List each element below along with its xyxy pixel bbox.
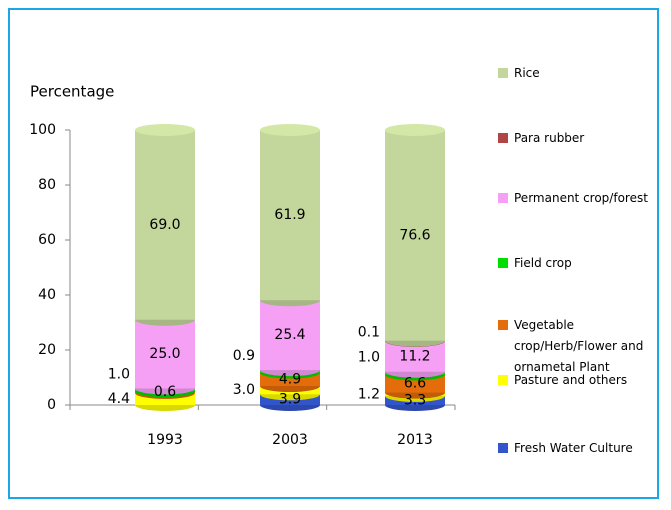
legend-label: Rice: [514, 66, 540, 80]
data-label: 61.9: [274, 207, 305, 223]
legend-swatch: [498, 443, 508, 453]
legend-swatch: [498, 258, 508, 268]
data-label: 1.2: [358, 386, 380, 402]
legend-label: Vegetable crop/Herb/Flower and ornametal…: [514, 318, 644, 374]
legend-item: Permanent crop/forest: [498, 188, 663, 209]
chart-frame: [8, 8, 659, 499]
data-label: 4.4: [108, 391, 130, 407]
y-axis-title: Percentage: [30, 83, 114, 101]
data-label: 11.2: [399, 348, 430, 364]
data-label: 4.9: [279, 371, 301, 387]
legend-item: Rice: [498, 63, 663, 84]
legend-item: Fresh Water Culture: [498, 438, 663, 459]
legend-swatch: [498, 320, 508, 330]
x-tick-label: 2003: [272, 432, 308, 448]
legend-label: Pasture and others: [514, 373, 628, 387]
bar-segment: [260, 300, 320, 371]
data-label: 0.6: [154, 384, 176, 400]
x-tick-label: 1993: [147, 432, 183, 448]
bar-segment: [135, 130, 195, 320]
legend-item: Pasture and others: [498, 370, 663, 391]
y-tick-label: 60: [38, 232, 56, 248]
legend-swatch: [498, 133, 508, 143]
data-label: 0.9: [233, 348, 255, 364]
legend-label: Para rubber: [514, 131, 585, 145]
y-tick-label: 100: [29, 122, 56, 138]
data-label: 25.4: [274, 327, 305, 343]
data-label: 25.0: [149, 346, 180, 362]
legend-label: Fresh Water Culture: [514, 441, 633, 455]
cylinder-top: [385, 124, 445, 136]
data-label: 1.0: [358, 350, 380, 366]
data-label: 0.1: [358, 325, 380, 341]
data-label: 76.6: [399, 227, 430, 243]
legend-label: Field crop: [514, 256, 572, 270]
data-label: 6.6: [404, 376, 426, 392]
bar-segment: [385, 130, 445, 341]
data-label: 69.0: [149, 217, 180, 233]
legend-item: Para rubber: [498, 128, 663, 149]
cylinder-top: [135, 124, 195, 136]
y-tick-label: 20: [38, 342, 56, 358]
data-label: 3.9: [279, 392, 301, 408]
legend-item: Field crop: [498, 253, 663, 274]
bar-segment: [135, 319, 195, 389]
legend-label: Permanent crop/forest: [514, 191, 648, 205]
y-tick-label: 40: [38, 287, 56, 303]
y-tick-label: 0: [47, 397, 56, 413]
legend-swatch: [498, 193, 508, 203]
cylinder-top: [260, 124, 320, 136]
x-tick-label: 2013: [397, 432, 433, 448]
data-label: 1.0: [108, 367, 130, 383]
legend-swatch: [498, 68, 508, 78]
legend-swatch: [498, 375, 508, 385]
bar-segment: [260, 130, 320, 301]
data-label: 3.3: [404, 392, 426, 408]
legend-item: Vegetable crop/Herb/Flower and ornametal…: [498, 315, 663, 378]
y-tick-label: 80: [38, 177, 56, 193]
data-label: 3.0: [233, 382, 255, 398]
